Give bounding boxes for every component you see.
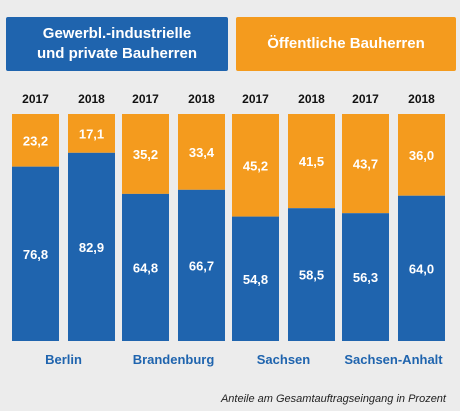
data-label-public: 35,2 — [133, 147, 158, 162]
bar-segment-private — [288, 208, 335, 341]
data-label-public: 33,4 — [189, 145, 215, 160]
data-label-public: 36,0 — [409, 148, 434, 163]
bar-segment-private — [178, 189, 225, 341]
year-label: 2018 — [298, 92, 325, 106]
year-label: 2017 — [352, 92, 379, 106]
year-label: 2017 — [242, 92, 269, 106]
data-label-public: 23,2 — [23, 133, 48, 148]
bar-segment-public — [12, 114, 59, 167]
legend-public-builders: Öffentliche Bauherren — [236, 17, 456, 71]
data-label-private: 82,9 — [79, 240, 104, 255]
data-label-public: 17,1 — [79, 126, 104, 141]
bar-segment-private — [232, 216, 279, 341]
bar-segment-public — [288, 114, 335, 209]
bar-segment-private — [398, 195, 445, 341]
legend-public-label: Öffentliche Bauherren — [267, 35, 425, 52]
data-label-private: 64,0 — [409, 261, 434, 276]
year-label: 2018 — [78, 92, 105, 106]
bar-segment-public — [178, 114, 225, 190]
region-label: Berlin — [45, 352, 82, 367]
bar-segment-public — [68, 114, 115, 153]
year-label: 2017 — [22, 92, 49, 106]
year-label: 2017 — [132, 92, 159, 106]
bar-segment-public — [122, 114, 169, 194]
bar-segment-public — [342, 114, 389, 214]
data-label-private: 56,3 — [353, 270, 378, 285]
bar-segment-public — [232, 114, 279, 217]
chart-footnote: Anteile am Gesamtauftragseingang in Proz… — [220, 393, 446, 405]
bar-segment-private — [68, 152, 115, 341]
data-label-private: 66,7 — [189, 258, 214, 273]
data-label-private: 54,8 — [243, 272, 268, 287]
bar-segment-private — [342, 213, 389, 341]
region-label: Sachsen — [257, 352, 311, 367]
bar-segment-private — [122, 193, 169, 341]
legend-private-builders: Gewerbl.-industrielle und private Bauher… — [6, 17, 228, 71]
region-label: Brandenburg — [133, 352, 215, 367]
bar-segment-private — [12, 166, 59, 341]
year-label: 2018 — [188, 92, 215, 106]
data-label-private: 58,5 — [299, 268, 324, 283]
data-label-private: 64,8 — [133, 260, 158, 275]
legend-private-label: Gewerbl.-industrielle und private Bauher… — [36, 25, 198, 62]
bar-segment-public — [398, 114, 445, 196]
year-label: 2018 — [408, 92, 435, 106]
data-label-public: 45,2 — [243, 158, 268, 173]
region-label: Sachsen-Anhalt — [344, 352, 443, 367]
data-label-public: 41,5 — [299, 154, 324, 169]
data-label-public: 43,7 — [353, 157, 378, 172]
data-label-private: 76,8 — [23, 247, 48, 262]
